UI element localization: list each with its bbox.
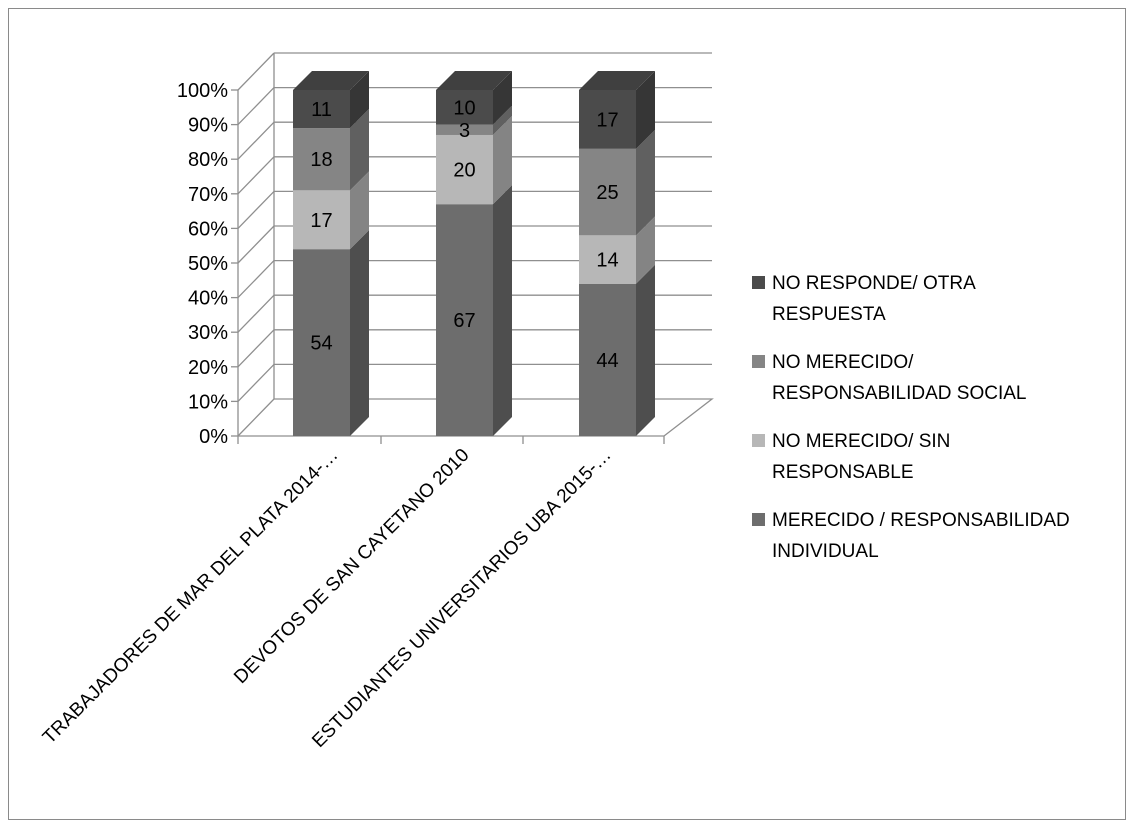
- bar-side: [636, 129, 655, 236]
- data-label: 17: [596, 109, 618, 131]
- bar-front: [436, 204, 493, 436]
- bar-side: [493, 185, 512, 436]
- bar-segment: [579, 216, 655, 284]
- y-tick-label: 100%: [177, 80, 228, 102]
- gridline-depth: [237, 156, 275, 195]
- gridline-depth: [237, 121, 275, 160]
- bar-front: [436, 134, 493, 205]
- legend-item: NO MERECIDO/ RESPONSABILIDAD SOCIAL: [752, 347, 1122, 409]
- category-label: DEVOTOS DE SAN CAYETANO 2010: [230, 445, 473, 688]
- bar-side: [493, 71, 512, 125]
- data-label: 20: [453, 160, 475, 182]
- legend-item: NO MERECIDO/ SIN RESPONSABLE: [752, 426, 1122, 488]
- data-label: 3: [459, 120, 470, 142]
- data-labels: 54 17 18 11 67 20 310 44 14 25 17: [310, 97, 618, 372]
- bar-front: [436, 124, 493, 135]
- bar-segment: [579, 129, 655, 236]
- gridline-depth: [237, 52, 275, 91]
- legend-label: NO RESPONDE/ OTRA RESPUESTA: [772, 273, 976, 325]
- data-label: 14: [596, 250, 618, 272]
- bar-segment: [579, 264, 655, 436]
- legend-item: NO RESPONDE/ OTRA RESPUESTA: [752, 268, 1122, 330]
- bar-side: [636, 264, 655, 436]
- bar-front: [579, 235, 636, 284]
- bar-segment: [293, 230, 369, 436]
- bars: [293, 71, 655, 436]
- data-label: 11: [311, 99, 332, 121]
- bar-side: [350, 230, 369, 436]
- data-label: 44: [596, 350, 618, 372]
- bar-segment: [293, 109, 369, 191]
- gridline-depth: [237, 87, 275, 126]
- bar-top: [579, 71, 655, 90]
- bar-side: [350, 171, 369, 250]
- bar-top: [293, 71, 369, 90]
- y-tick-label: 70%: [188, 184, 228, 206]
- bar-side: [636, 71, 655, 149]
- y-tick-label: 30%: [188, 322, 228, 344]
- bar-side: [493, 105, 512, 135]
- bar-front: [579, 90, 636, 149]
- gridline-depth: [237, 294, 275, 333]
- data-label: 10: [453, 97, 475, 119]
- y-tick-label: 90%: [188, 115, 228, 137]
- bar-segment: [436, 71, 512, 125]
- data-label: 67: [453, 310, 475, 332]
- y-tick-label: 10%: [188, 391, 228, 413]
- y-tick-label: 60%: [188, 218, 228, 240]
- bar-front: [293, 128, 350, 191]
- bar-side: [350, 109, 369, 191]
- bar-front: [579, 148, 636, 236]
- gridline-depth: [237, 190, 275, 229]
- legend-swatch: [752, 513, 765, 526]
- bar-segment: [579, 71, 655, 149]
- bar-segment: [436, 185, 512, 436]
- legend-swatch: [752, 355, 765, 368]
- bar-segment: [293, 71, 369, 129]
- gridline-depth: [237, 225, 275, 264]
- y-tick-label: 50%: [188, 253, 228, 275]
- y-tick-label: 80%: [188, 149, 228, 171]
- legend-label: MERECIDO / RESPONSABILIDAD INDIVIDUAL: [772, 510, 1070, 562]
- y-tick-label: 0%: [199, 426, 228, 448]
- gridline-depth: [237, 398, 275, 437]
- category-label: TRABAJADORES DE MAR DEL PLATA 2014-…: [39, 445, 343, 749]
- data-label: 17: [310, 210, 332, 232]
- data-label: 25: [596, 182, 618, 204]
- y-tick-label: 20%: [188, 357, 228, 379]
- legend: NO RESPONDE/ OTRA RESPUESTA NO MERECIDO/ …: [752, 268, 1122, 584]
- gridline-depth: [237, 363, 275, 402]
- data-label: 54: [310, 333, 332, 355]
- chart-frame: [8, 8, 1126, 820]
- bar-side: [636, 216, 655, 284]
- gridline-depth: [237, 329, 275, 368]
- legend-item: MERECIDO / RESPONSABILIDAD INDIVIDUAL: [752, 505, 1122, 567]
- bar-front: [579, 283, 636, 436]
- category-label: ESTUDIANTES UNIVERSITARIOS UBA 2015-…: [308, 445, 615, 752]
- bar-front: [293, 190, 350, 250]
- legend-label: NO MERECIDO/ SIN RESPONSABLE: [772, 431, 951, 483]
- bar-top: [436, 71, 512, 90]
- legend-label: NO MERECIDO/ RESPONSABILIDAD SOCIAL: [772, 352, 1027, 404]
- y-tick-label: 40%: [188, 288, 228, 310]
- legend-swatch: [752, 434, 765, 447]
- bar-front: [293, 249, 350, 436]
- gridline-depth: [237, 260, 275, 299]
- data-label: 18: [310, 149, 332, 171]
- bar-segment: [293, 171, 369, 250]
- bar-segment: [436, 115, 512, 205]
- y-axis-ticks: 0% 10% 20% 30% 40% 50% 60% 70% 80% 90% 100%: [177, 80, 228, 448]
- bar-side: [493, 115, 512, 205]
- category-labels: TRABAJADORES DE MAR DEL PLATA 2014-…DEVO…: [39, 445, 616, 752]
- bar-segment: [436, 105, 512, 135]
- bar-front: [436, 90, 493, 125]
- bar-front: [293, 90, 350, 129]
- bar-side: [350, 71, 369, 129]
- legend-swatch: [752, 276, 765, 289]
